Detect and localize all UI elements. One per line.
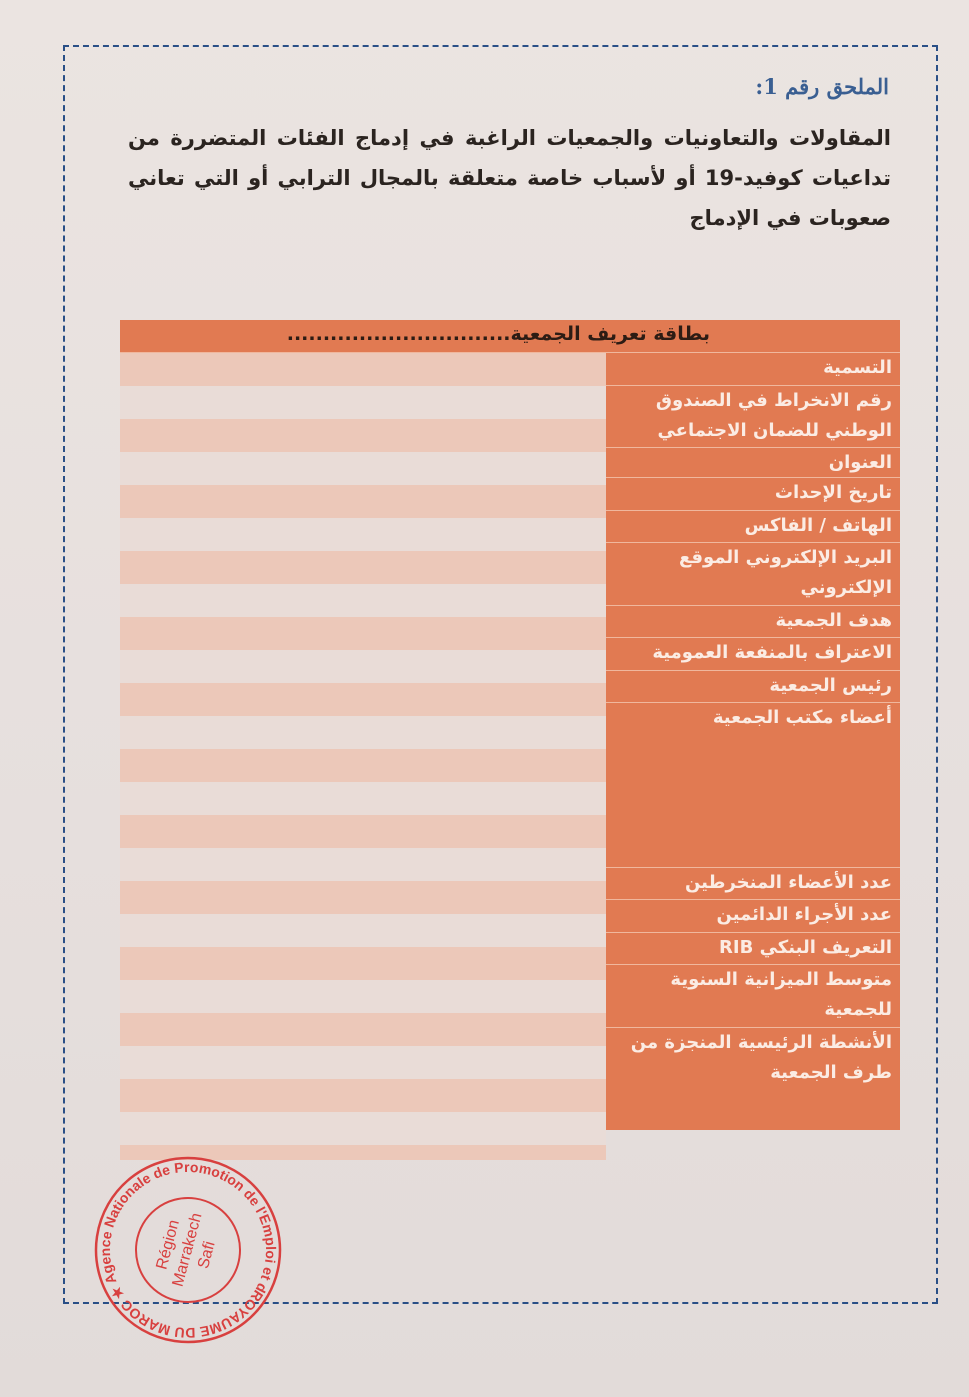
dashed-frame	[63, 45, 938, 1304]
table-title: بطاقة تعريف الجمعية.....................…	[286, 323, 710, 345]
table-row: عدد الأجراء الدائمين	[606, 900, 900, 933]
document-heading: المقاولات والتعاونيات والجمعيات الراغبة …	[128, 126, 891, 230]
value-column	[120, 353, 606, 1160]
table-row: هدف الجمعية	[606, 606, 900, 638]
table-row: متوسط الميزانية السنوية للجمعية	[606, 965, 900, 1028]
table-row: رئيس الجمعية	[606, 671, 900, 703]
table-header: بطاقة تعريف الجمعية.....................…	[120, 320, 900, 353]
table-row: الاعتراف بالمنفعة العمومية	[606, 638, 900, 671]
stamp-inner-ring	[135, 1197, 241, 1303]
official-stamp: ROYAUME DU MAROC ★ Agence Nationale de P…	[88, 1150, 288, 1350]
label-column: التسمية رقم الانخراط في الصندوق الوطني ل…	[606, 353, 900, 1130]
association-id-table: بطاقة تعريف الجمعية.....................…	[120, 320, 900, 1160]
table-row: العنوان	[606, 448, 900, 478]
stamp-safi: Safi	[195, 1240, 219, 1271]
table-row: أعضاء مكتب الجمعية	[606, 703, 900, 868]
stamp-outer-ring	[94, 1156, 282, 1344]
table-row: البريد الإلكتروني الموقع الإلكتروني	[606, 543, 900, 606]
table-row: تاريخ الإحداث	[606, 478, 900, 511]
table-row: الهاتف / الفاكس	[606, 511, 900, 543]
table-row: رقم الانخراط في الصندوق الوطني للضمان ال…	[606, 386, 900, 448]
table-row: التسمية	[606, 353, 900, 386]
table-row: الأنشطة الرئيسية المنجزة من طرف الجمعية	[606, 1028, 900, 1130]
annex-label: الملحق رقم 1:	[755, 74, 889, 99]
table-row: عدد الأعضاء المنخرطين	[606, 868, 900, 900]
table-row: التعريف البنكي RIB	[606, 933, 900, 965]
